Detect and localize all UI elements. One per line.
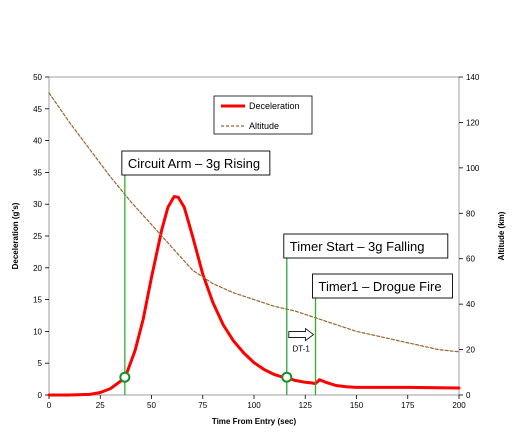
event-callout-box [283, 233, 449, 259]
y2-tick-label: 0 [466, 391, 471, 400]
dt-arrow-icon [288, 327, 315, 342]
y-tick-label: 50 [33, 73, 42, 82]
y2-tick-label: 60 [466, 255, 475, 264]
legend-label-altitude: Altitude [249, 121, 279, 131]
y-tick-label: 20 [33, 264, 42, 273]
y-tick-label: 0 [38, 391, 43, 400]
x-tick-label: 100 [247, 401, 261, 410]
x-tick-label: 125 [299, 401, 313, 410]
event-callout-label: Timer1 – Drogue Fire [319, 279, 442, 294]
event-callout-label: Circuit Arm – 3g Rising [128, 156, 260, 171]
y-tick-label: 35 [33, 168, 42, 177]
legend-label-deceleration: Deceleration [249, 101, 300, 111]
event-marker [119, 371, 131, 383]
y-tick-label: 25 [33, 232, 42, 241]
events-layer: Circuit Arm – 3g Rising Timer Start – 3g … [119, 150, 453, 395]
y-tick-label: 30 [33, 200, 42, 209]
y2-tick-label: 20 [466, 346, 475, 355]
x-tick-label: 0 [47, 401, 52, 410]
y-tick-label: 40 [33, 137, 42, 146]
y-tick-label: 15 [33, 296, 42, 305]
y2-tick-label: 40 [466, 300, 475, 309]
x-tick-label: 25 [96, 401, 105, 410]
y2-tick-label: 140 [466, 73, 480, 82]
x-tick-label: 200 [452, 401, 466, 410]
event-callout-box [312, 273, 453, 299]
y-axis-title: Deceleration (g's) [11, 202, 20, 269]
y2-tick-label: 80 [466, 209, 475, 218]
event-marker [281, 371, 293, 383]
x-tick-label: 75 [198, 401, 207, 410]
event-callout-label: Timer Start – 3g Falling [290, 239, 425, 254]
x-tick-label: 150 [350, 401, 364, 410]
y-tick-label: 45 [33, 105, 42, 114]
x-tick-label: 175 [401, 401, 415, 410]
legend-box [213, 95, 313, 135]
y-tick-label: 5 [38, 359, 43, 368]
x-tick-label: 50 [147, 401, 156, 410]
dt-label: DT-1 [292, 345, 310, 354]
y2-tick-label: 100 [466, 164, 480, 173]
legend: Deceleration Altitude [213, 95, 313, 135]
y2-axis-title: Altitude (km) [497, 211, 506, 260]
y-tick-label: 10 [33, 327, 42, 336]
axes: 0 25 50 75 100 125 150 175 200051015202530354045… [33, 73, 480, 410]
event-callout-box [121, 150, 271, 176]
series-line-altitude [48, 92, 460, 353]
y2-tick-label: 120 [466, 118, 480, 127]
x-axis-title: Time From Entry (sec) [212, 417, 297, 426]
